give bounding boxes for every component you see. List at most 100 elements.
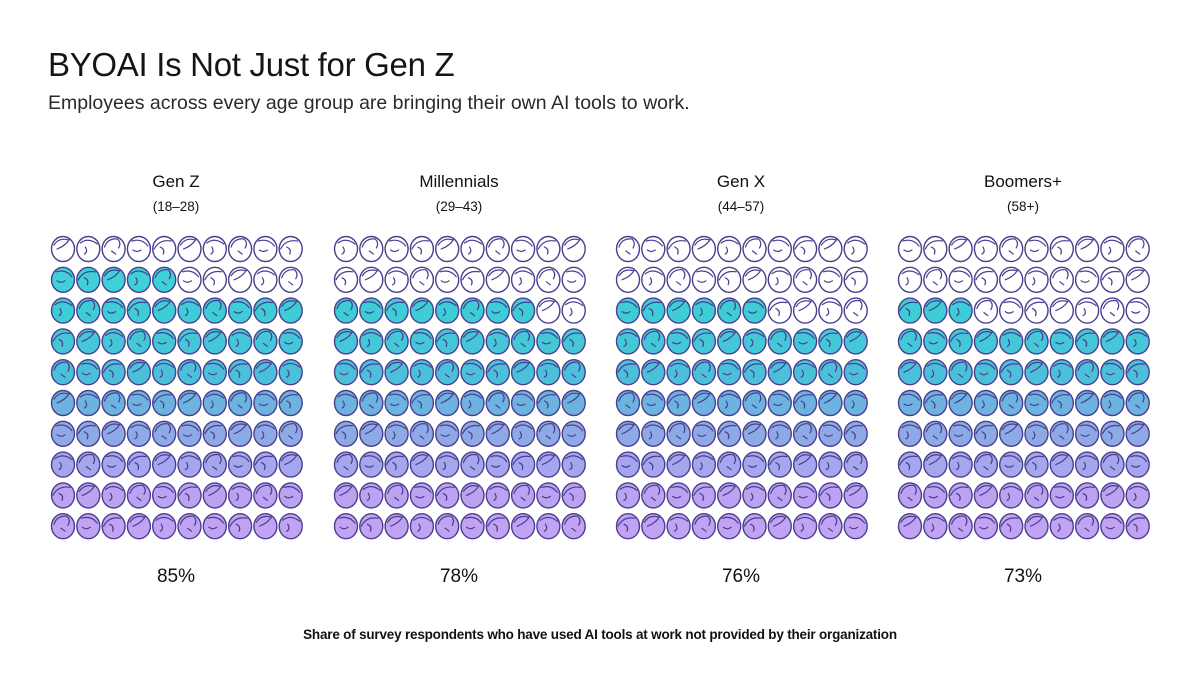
- face-icon-filled: [434, 513, 460, 540]
- face-outline: [998, 328, 1024, 355]
- face-outline: [1125, 266, 1150, 293]
- face-feature: [206, 393, 225, 409]
- face-outline: [742, 482, 767, 509]
- face-icon-filled: [485, 389, 511, 417]
- face-feature: [976, 453, 993, 471]
- face-feature: [744, 392, 762, 409]
- face-outline: [615, 389, 641, 417]
- face-outline: [1049, 451, 1075, 478]
- face-icon-filled: [227, 451, 253, 478]
- face-outline: [767, 266, 793, 293]
- face-feature: [131, 239, 149, 253]
- face-outline: [101, 389, 126, 417]
- face-feature: [360, 517, 379, 532]
- face-feature: [719, 299, 737, 317]
- face-icon-filled: [561, 420, 586, 448]
- face-feature: [154, 454, 172, 466]
- face-feature: [564, 392, 581, 404]
- face-icon-filled: [409, 389, 435, 417]
- face-feature: [78, 330, 96, 343]
- face-feature: [257, 393, 275, 407]
- face-feature: [1002, 332, 1021, 348]
- face-outline: [1100, 420, 1125, 448]
- face-icon-filled: [333, 513, 359, 540]
- face-feature: [207, 362, 225, 376]
- face-outline: [716, 451, 742, 478]
- face-icon-filled: [76, 420, 101, 448]
- face-feature: [539, 516, 558, 532]
- face-icon-filled: [359, 358, 384, 386]
- face-icon-filled: [1049, 451, 1075, 478]
- face-outline: [151, 358, 177, 386]
- face-icon-empty: [384, 235, 409, 263]
- face-outline: [948, 389, 973, 417]
- face-icon-filled: [76, 482, 101, 509]
- face-feature: [847, 393, 866, 409]
- face-feature: [256, 424, 275, 440]
- face-feature: [901, 270, 920, 286]
- face-feature: [719, 330, 737, 343]
- face-icon-filled: [691, 328, 717, 355]
- face-feature: [155, 362, 174, 378]
- face-outline: [818, 235, 843, 263]
- face-icon-filled: [409, 420, 435, 448]
- face-icon-filled: [76, 328, 101, 355]
- face-outline: [948, 482, 973, 509]
- face-feature: [925, 269, 943, 286]
- face-icon-empty: [536, 266, 561, 293]
- face-icon-filled: [615, 297, 641, 324]
- face-outline: [177, 389, 202, 417]
- face-feature: [537, 394, 556, 409]
- face-icon-empty: [948, 266, 973, 293]
- face-feature: [436, 332, 455, 348]
- face-icon-filled: [536, 482, 561, 509]
- face-feature: [821, 301, 840, 317]
- face-icon-filled: [716, 328, 742, 355]
- face-outline: [359, 358, 384, 386]
- face-icon-filled: [151, 482, 177, 509]
- face-outline: [1049, 389, 1075, 417]
- face-outline: [278, 513, 303, 540]
- face-feature: [53, 361, 70, 378]
- face-outline: [973, 389, 999, 417]
- face-outline: [1024, 297, 1049, 324]
- face-feature: [900, 484, 917, 501]
- face-feature: [951, 301, 971, 317]
- face-feature: [795, 300, 813, 312]
- face-feature: [338, 362, 356, 376]
- face-icon-filled: [641, 451, 666, 478]
- face-outline: [460, 420, 485, 448]
- face-outline: [666, 389, 691, 417]
- face-feature: [413, 516, 432, 532]
- face-icon-empty: [126, 235, 152, 263]
- face-feature: [179, 515, 197, 532]
- face-feature: [1076, 486, 1095, 501]
- face-outline: [1125, 328, 1150, 355]
- face-feature: [643, 361, 661, 373]
- face-outline: [615, 482, 641, 509]
- face-icon-empty: [897, 266, 923, 293]
- face-feature: [1102, 484, 1120, 496]
- face-feature: [618, 392, 635, 409]
- face-icon-filled: [843, 482, 868, 509]
- face-outline: [510, 358, 536, 386]
- face-icon-filled: [101, 389, 126, 417]
- face-feature: [103, 238, 121, 255]
- face-outline: [897, 451, 923, 478]
- face-feature: [1001, 423, 1019, 435]
- face-outline: [227, 420, 253, 448]
- face-feature: [1127, 517, 1146, 532]
- face-icon-filled: [536, 389, 561, 417]
- face-outline: [177, 297, 202, 324]
- face-outline: [691, 389, 717, 417]
- face-outline: [101, 328, 126, 355]
- face-icon-filled: [818, 451, 843, 478]
- face-feature: [256, 270, 275, 286]
- face-feature: [1051, 240, 1070, 255]
- face-feature: [926, 362, 945, 378]
- face-outline: [536, 235, 561, 263]
- face-icon-empty: [409, 235, 435, 263]
- face-outline: [1049, 420, 1075, 448]
- face-icon-filled: [460, 451, 485, 478]
- face-icon-filled: [923, 420, 948, 448]
